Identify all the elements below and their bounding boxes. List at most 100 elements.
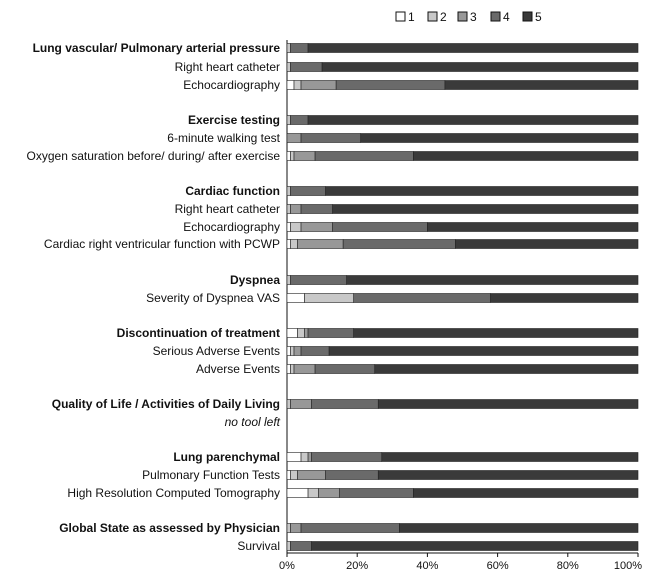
bar-segment-4 [300,204,333,214]
bar-segment-5 [325,186,639,196]
x-tick-label: 100% [614,560,642,572]
category-label: Adverse Events [196,362,280,376]
bar-segment-3 [300,80,337,90]
category-header-label: Discontinuation of treatment [117,326,280,340]
category-header-label: Quality of Life / Activities of Daily Li… [52,397,280,411]
bar-segment-2 [290,151,295,161]
bar-segment-1 [286,151,291,161]
bar-segment-5 [346,275,639,285]
category-label: Survival [237,539,280,553]
bar-segment-1 [286,80,295,90]
category-label: no tool left [225,415,281,429]
bar-segment-4 [342,239,456,249]
bar-segment-4 [311,452,383,462]
bar-segment-2 [304,293,354,303]
x-tick-label: 60% [487,560,509,572]
bar-segment-3 [293,151,316,161]
bar-segment-2 [286,399,291,409]
bar-segment-2 [293,80,302,90]
bar-segment-2 [307,488,319,498]
chart-legend: 1 2 3 4 5 [395,10,542,24]
category-header-label: Dyspnea [230,273,280,287]
category-label: Severity of Dyspnea VAS [146,291,280,305]
bar-segment-1 [286,222,291,232]
category-label: Cardiac right ventricular function with … [44,237,280,251]
bar-segment-3 [304,328,309,338]
x-axis: 0% 20% 40% 60% 80% 100% [279,552,642,572]
category-label: Echocardiography [183,78,280,92]
bar-segment-3 [293,364,316,374]
bar-segment-5 [328,346,639,356]
category-label: Right heart catheter [175,202,280,216]
legend-swatch-2 [427,11,438,22]
x-tick-label: 40% [416,560,438,572]
bar-segment-3 [297,239,344,249]
bar-segment-5 [399,523,639,533]
bar-segment-5 [332,204,639,214]
bar-segment-2 [290,346,295,356]
category-label: Pulmonary Function Tests [142,468,280,482]
bar-segment-5 [455,239,639,249]
x-tick-label: 0% [279,560,295,572]
bar-segment-1 [286,293,305,303]
bar-segment-5 [307,43,639,53]
category-label: Serious Adverse Events [153,344,280,358]
bar-segment-2 [286,204,291,214]
bar-segment-5 [413,488,639,498]
bar-segment-3 [297,470,326,480]
bar-segment-4 [300,346,330,356]
bar-segment-5 [490,293,639,303]
x-tick-label: 20% [346,560,368,572]
bar-segment-4 [290,275,347,285]
bar-segment-4 [335,80,446,90]
bar-segment-4 [290,186,326,196]
legend-label-2: 2 [440,10,447,24]
bar-segment-1 [286,452,302,462]
bar-segment-2 [297,328,305,338]
bar-segment-5 [413,151,639,161]
legend-swatch-5 [522,11,533,22]
bar-segment-2 [286,523,291,533]
bar-segment-3 [290,204,302,214]
bar-segment-5 [353,328,639,338]
bar-segment-2 [286,62,291,72]
legend-label-4: 4 [503,10,510,24]
bar-segment-1 [286,364,291,374]
category-label: High Resolution Computed Tomography [67,486,280,500]
bar-segment-5 [381,452,639,462]
bar-segment-2 [286,43,291,53]
bar-segment-5 [321,62,639,72]
bar-segment-4 [314,151,414,161]
bar-segment-5 [374,364,639,374]
bar-segment-4 [290,43,309,53]
category-label: Right heart catheter [175,60,280,74]
bar-segment-3 [300,222,333,232]
x-tick-label: 80% [557,560,579,572]
category-labels: Lung vascular/ Pulmonary arterial pressu… [27,41,281,553]
bar-segment-2 [300,452,309,462]
bar-segment-4 [353,293,491,303]
bar-segment-3 [286,133,302,143]
bar-segment-5 [444,80,639,90]
category-label: Echocardiography [183,220,280,234]
bar-segment-1 [286,239,291,249]
bar-segment-2 [290,470,298,480]
bar-segment-3 [290,523,302,533]
bar-segment-4 [307,328,354,338]
bar-segment-4 [325,470,379,480]
bar-segment-3 [293,346,302,356]
bar-segment-2 [290,222,302,232]
category-header-label: Lung vascular/ Pulmonary arterial pressu… [33,41,281,55]
bar-segment-5 [307,115,639,125]
bar-segment-4 [339,488,414,498]
bar-segment-2 [290,364,295,374]
category-label: Oxygen saturation before/ during/ after … [27,149,281,163]
legend-label-3: 3 [470,10,477,24]
bar-segment-4 [332,222,428,232]
bar-segment-5 [311,541,639,551]
bar-segment-2 [290,239,298,249]
bar-segment-5 [427,222,639,232]
bar-segment-2 [286,541,291,551]
bar-segment-1 [286,470,291,480]
bar-segment-2 [286,186,291,196]
